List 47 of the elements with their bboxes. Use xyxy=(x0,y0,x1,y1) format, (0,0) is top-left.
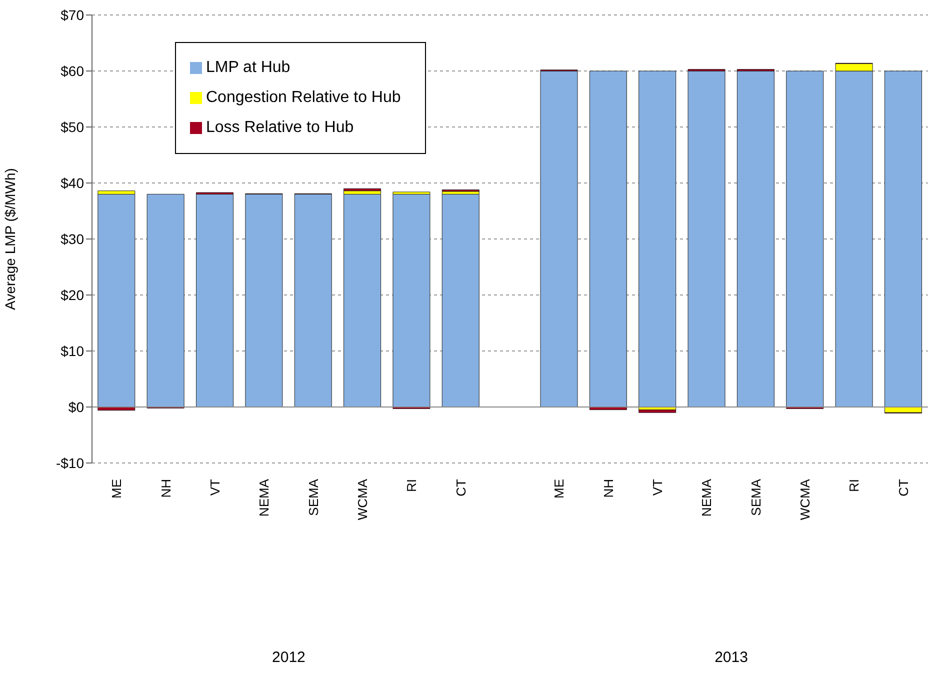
y-tick-label: $20 xyxy=(60,286,84,303)
x-tick-label: RI xyxy=(846,479,862,492)
bar xyxy=(245,194,283,408)
bar xyxy=(638,410,676,413)
x-tick-label: SEMA xyxy=(748,478,764,516)
y-tick-label: -$10 xyxy=(56,454,84,471)
x-tick-label: VT xyxy=(207,478,222,496)
x-tick-label: CT xyxy=(453,478,468,496)
y-tick-label: $30 xyxy=(60,230,84,247)
x-tick-label: NH xyxy=(158,479,174,498)
bar xyxy=(540,70,578,408)
text: 2012 xyxy=(271,649,306,666)
legend-label: Congestion Relative to Hub xyxy=(206,89,401,106)
text: 2013 xyxy=(714,649,749,666)
x-tick-label: NEMA xyxy=(699,478,714,517)
x-tick-label: NH xyxy=(600,479,616,498)
bar xyxy=(294,194,332,408)
y-tick-label: $0 xyxy=(68,398,84,415)
x-tick-label: NEMA xyxy=(256,478,272,517)
x-tick-label: WCMA xyxy=(354,478,370,520)
bar xyxy=(196,194,234,408)
y-tick-label: $10 xyxy=(60,342,84,359)
bar xyxy=(688,70,726,408)
bar xyxy=(736,70,774,408)
y-tick-label: $50 xyxy=(60,118,84,135)
y-tick-label: $60 xyxy=(60,62,84,79)
bar xyxy=(442,194,480,408)
x-tick-label: VT xyxy=(650,478,666,496)
x-tick-label: SEMA xyxy=(306,478,321,516)
bar xyxy=(344,194,382,408)
y-tick-label: $70 xyxy=(60,6,84,23)
bar xyxy=(589,70,627,408)
bar xyxy=(146,194,184,408)
x-tick-label: CT xyxy=(896,478,911,496)
bar xyxy=(98,194,136,408)
y-tick-label: $40 xyxy=(60,174,84,191)
bar xyxy=(786,70,824,408)
bar xyxy=(638,70,676,408)
bar xyxy=(344,188,382,192)
x-tick-label: ME xyxy=(552,478,567,498)
legend-label: Loss Relative to Hub xyxy=(206,119,354,136)
bar xyxy=(392,194,430,408)
x-tick-label: ME xyxy=(109,478,124,498)
x-tick-label: RI xyxy=(404,479,420,492)
x-tick-label: WCMA xyxy=(798,478,813,520)
y-axis-title: Average LMP ($/MWh) xyxy=(2,168,18,310)
legend-label: LMP at Hub xyxy=(206,59,290,76)
